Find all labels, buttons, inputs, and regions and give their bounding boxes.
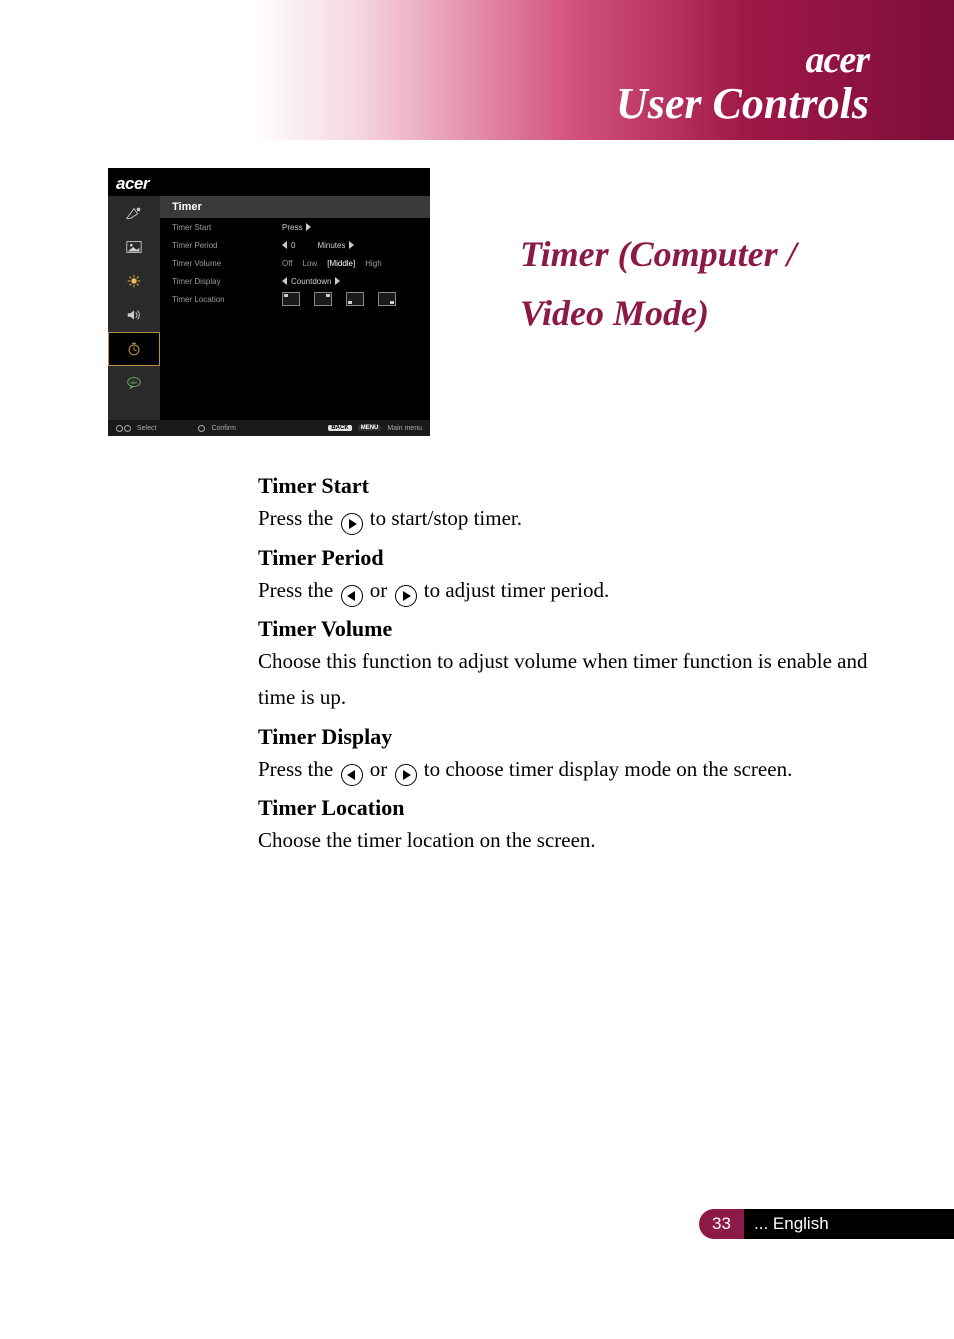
osd-row-timer-location[interactable]: Timer Location [160, 290, 430, 308]
header-banner: acer User Controls [254, 0, 954, 140]
desc-text: to choose timer display mode on the scre… [419, 757, 793, 781]
right-arrow-button-icon [395, 764, 417, 786]
osd-row-timer-display[interactable]: Timer Display Countdown [160, 272, 430, 290]
location-top-right[interactable] [314, 292, 332, 306]
osd-row-timer-period[interactable]: Timer Period 0 Minutes [160, 236, 430, 254]
osd-sidebar-timer[interactable] [108, 332, 160, 366]
language-icon: abc [125, 375, 143, 391]
timer-icon [125, 341, 143, 357]
left-arrow-button-icon [341, 585, 363, 607]
back-badge: BACK [328, 425, 351, 431]
osd-option[interactable]: Low [303, 259, 318, 268]
osd-label: Timer Period [172, 241, 282, 250]
osd-label: Timer Location [172, 295, 282, 304]
osd-sidebar-image[interactable] [108, 230, 160, 264]
item-desc-timer-display: Press the or to choose timer display mod… [258, 752, 868, 788]
brand-logo: acer [805, 38, 869, 82]
osd-screenshot: acer abc Timer Timer Start Press [108, 168, 430, 436]
osd-sidebar-language[interactable]: abc [108, 366, 160, 400]
menu-badge: MENU [358, 425, 382, 431]
osd-sidebar-management[interactable] [108, 264, 160, 298]
desc-text: Press the [258, 506, 339, 530]
osd-sidebar-audio[interactable] [108, 298, 160, 332]
triangle-left-icon [282, 277, 287, 285]
item-heading-timer-location: Timer Location [258, 795, 868, 821]
triangle-left-icon [282, 241, 287, 249]
osd-brand-logo: acer [116, 174, 149, 194]
item-heading-timer-start: Timer Start [258, 473, 868, 499]
location-bottom-left[interactable] [346, 292, 364, 306]
right-arrow-button-icon [341, 513, 363, 535]
footer-lang: English [773, 1214, 829, 1233]
osd-option[interactable]: High [365, 259, 381, 268]
image-icon [125, 239, 143, 255]
left-arrow-button-icon [341, 764, 363, 786]
osd-value-number: 0 [291, 241, 295, 250]
footer-sep: ... [754, 1214, 768, 1233]
svg-text:abc: abc [130, 380, 138, 385]
triangle-right-icon [306, 223, 311, 231]
osd-sidebar-color[interactable] [108, 196, 160, 230]
osd-row-timer-volume[interactable]: Timer Volume Off Low [Middle] High [160, 254, 430, 272]
item-desc-timer-location: Choose the timer location on the screen. [258, 823, 868, 859]
management-icon [125, 273, 143, 289]
nav-arrows-icon [116, 425, 131, 432]
osd-footer: Select Confirm BACK MENU Main menu [108, 420, 430, 436]
osd-footer-mainmenu: Main menu [387, 425, 422, 432]
location-bottom-right[interactable] [378, 292, 396, 306]
osd-footer-select: Select [137, 425, 156, 432]
item-heading-timer-period: Timer Period [258, 545, 868, 571]
osd-sidebar: abc [108, 196, 160, 421]
confirm-arrow-icon [198, 425, 205, 432]
desc-text: Press the [258, 578, 339, 602]
item-heading-timer-volume: Timer Volume [258, 616, 868, 642]
osd-value-text: Press [282, 223, 302, 232]
osd-section-title: Timer [160, 196, 430, 218]
item-heading-timer-display: Timer Display [258, 724, 868, 750]
item-desc-timer-period: Press the or to adjust timer period. [258, 573, 868, 609]
osd-option[interactable]: Off [282, 259, 293, 268]
osd-footer-confirm: Confirm [211, 425, 236, 432]
page-number-badge: 33 [699, 1209, 744, 1239]
audio-icon [125, 307, 143, 323]
desc-text: Press the [258, 757, 339, 781]
desc-text: to adjust timer period. [419, 578, 610, 602]
triangle-right-icon [349, 241, 354, 249]
osd-main-panel: Timer Timer Start Press Timer Period 0 M… [160, 196, 430, 418]
osd-value-text: Countdown [291, 277, 331, 286]
desc-text: to start/stop timer. [365, 506, 523, 530]
page-footer: 33 ... English [714, 1209, 954, 1239]
right-arrow-button-icon [395, 585, 417, 607]
osd-label: Timer Display [172, 277, 282, 286]
page-language: ... English [754, 1214, 829, 1234]
osd-row-timer-start[interactable]: Timer Start Press [160, 218, 430, 236]
color-icon [125, 205, 143, 221]
location-top-left[interactable] [282, 292, 300, 306]
osd-label: Timer Volume [172, 259, 282, 268]
header-title: User Controls [616, 78, 869, 129]
body-content: Timer Start Press the to start/stop time… [258, 465, 868, 859]
osd-label: Timer Start [172, 223, 282, 232]
item-desc-timer-volume: Choose this function to adjust volume wh… [258, 644, 868, 715]
osd-value-unit: Minutes [317, 241, 345, 250]
section-heading: Timer (Computer / Video Mode) [520, 225, 880, 344]
osd-option-selected[interactable]: [Middle] [327, 259, 355, 268]
triangle-right-icon [335, 277, 340, 285]
item-desc-timer-start: Press the to start/stop timer. [258, 501, 868, 537]
